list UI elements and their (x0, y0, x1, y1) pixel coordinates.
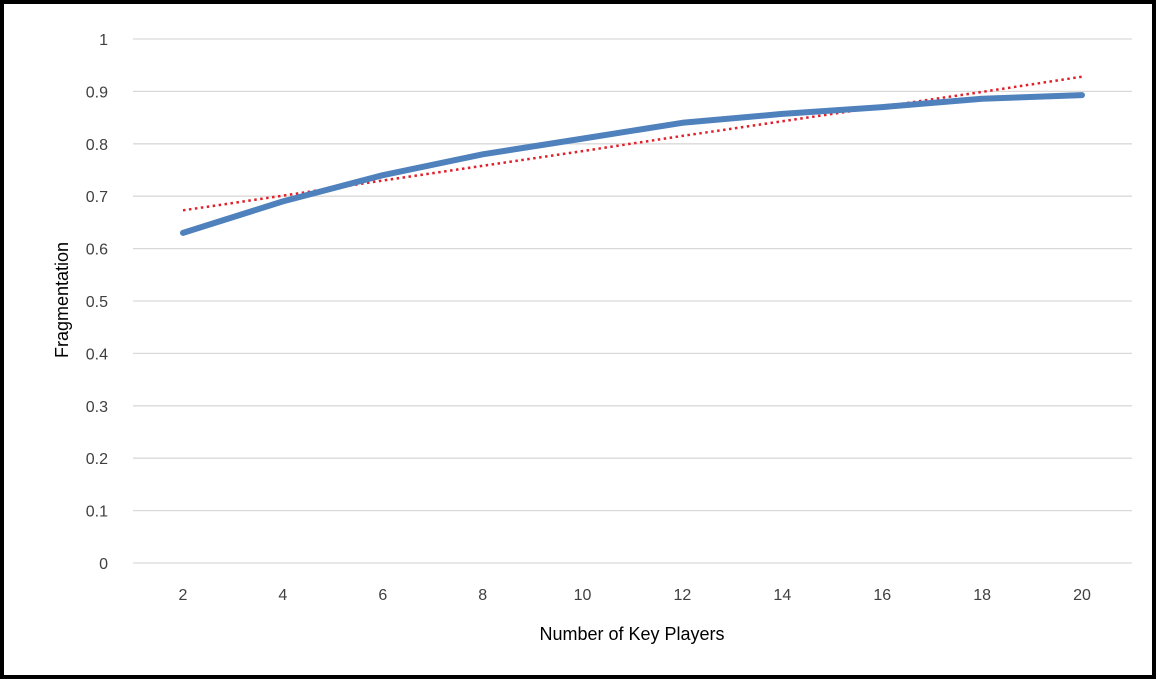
y-tick-label: 0.5 (86, 294, 108, 311)
y-tick-label: 0.9 (86, 84, 108, 101)
y-tick-label: 0.2 (86, 451, 108, 468)
x-tick-label: 12 (674, 587, 692, 604)
x-tick-label: 20 (1073, 587, 1091, 604)
y-tick-label: 1 (99, 32, 108, 49)
y-tick-label: 0.7 (86, 189, 108, 206)
y-tick-label: 0 (99, 556, 108, 573)
x-axis-title: Number of Key Players (539, 624, 724, 644)
x-tick-label: 6 (378, 587, 387, 604)
y-tick-label: 0.8 (86, 137, 108, 154)
series-line (180, 92, 1085, 236)
x-tick-label: 16 (873, 587, 891, 604)
x-tick-label: 2 (179, 587, 188, 604)
x-tick-label: 10 (574, 587, 592, 604)
x-tick-label: 4 (278, 587, 287, 604)
series-layer (180, 75, 1085, 236)
y-axis-ticks: 0 0.1 0.2 0.3 0.4 0.5 0.6 0.7 0.8 0.9 1 (86, 32, 108, 573)
y-tick-label: 0.1 (86, 504, 108, 521)
y-axis-title: Fragmentation (52, 242, 72, 358)
gridlines (133, 38, 1132, 564)
x-axis-ticks: 2 4 6 8 10 12 14 16 18 20 (179, 587, 1091, 604)
y-tick-label: 0.4 (86, 346, 108, 363)
x-tick-label: 18 (973, 587, 991, 604)
y-tick-label: 0.6 (86, 242, 108, 259)
x-tick-label: 8 (478, 587, 487, 604)
y-tick-label: 0.3 (86, 399, 108, 416)
x-tick-label: 14 (773, 587, 791, 604)
